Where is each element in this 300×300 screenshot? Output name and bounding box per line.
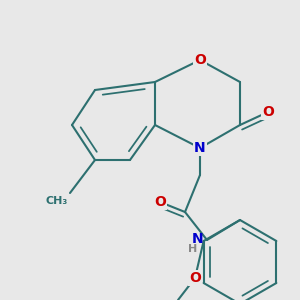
Text: N: N bbox=[191, 232, 203, 246]
Text: N: N bbox=[194, 141, 206, 155]
Text: H: H bbox=[188, 244, 198, 254]
Text: O: O bbox=[262, 105, 274, 119]
Text: O: O bbox=[189, 271, 201, 285]
Text: CH₃: CH₃ bbox=[46, 196, 68, 206]
Text: O: O bbox=[194, 53, 206, 67]
Text: O: O bbox=[154, 195, 166, 209]
